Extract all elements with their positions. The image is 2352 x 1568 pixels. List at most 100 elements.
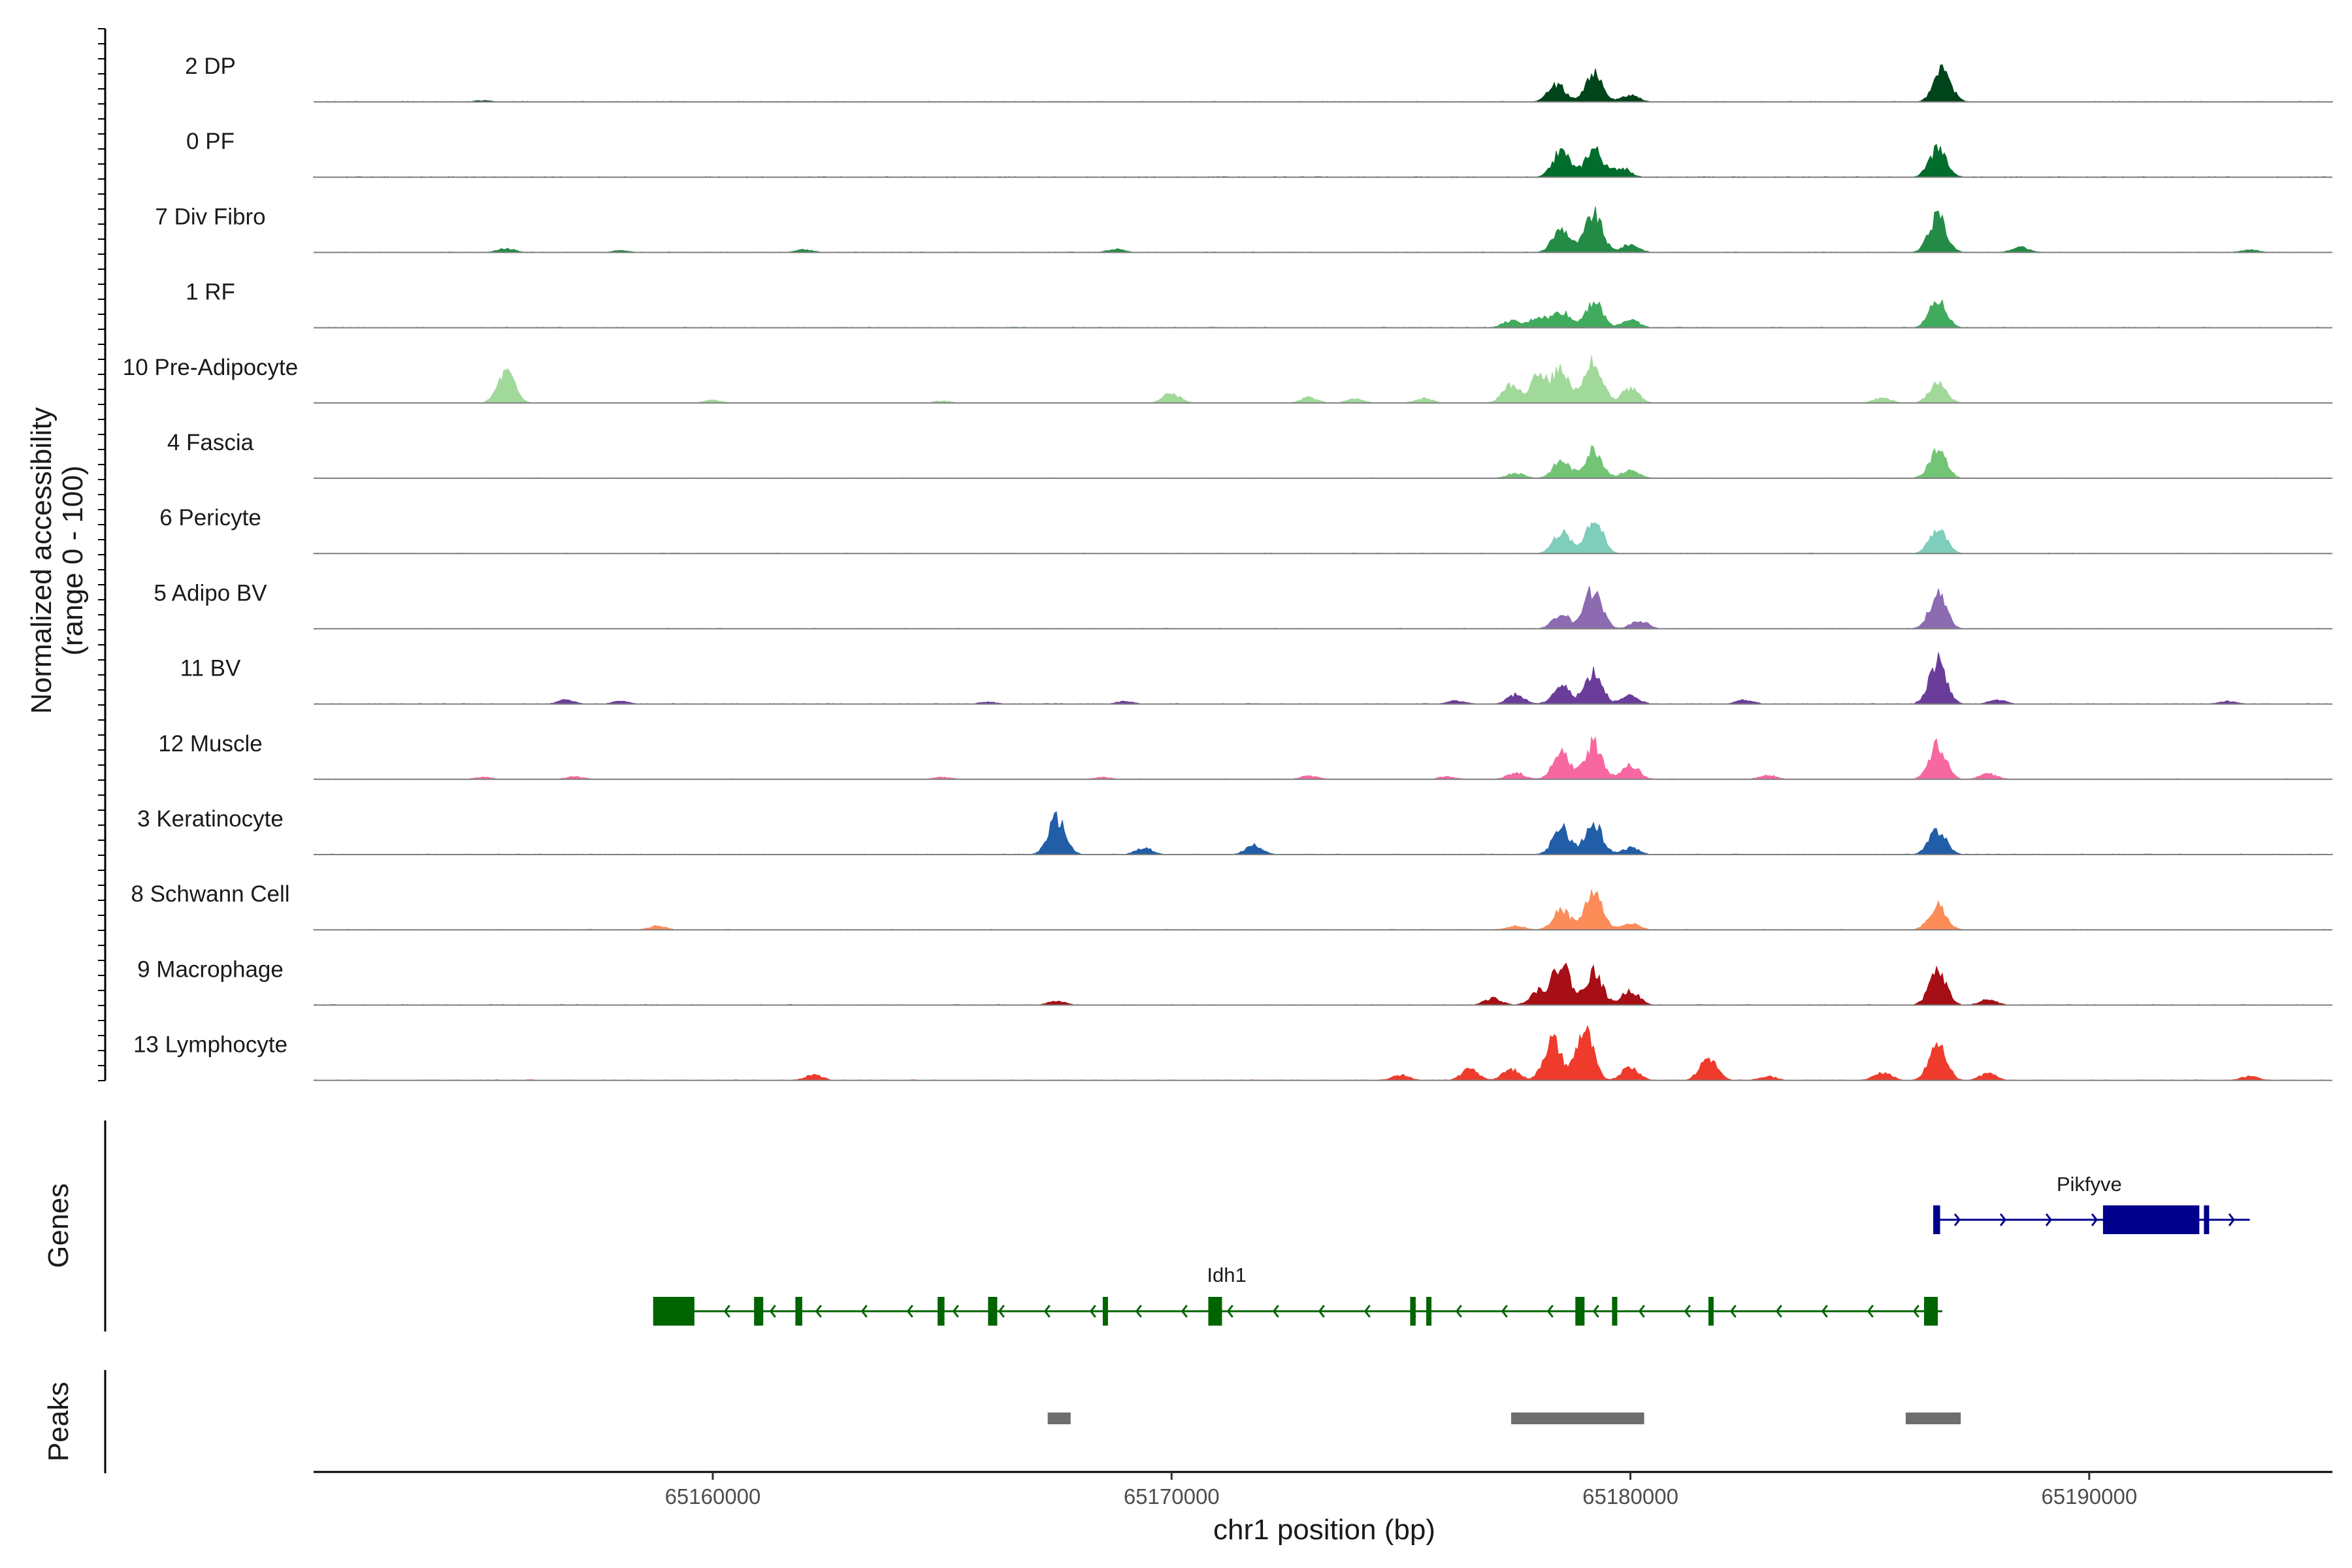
gene-exon <box>1410 1297 1416 1326</box>
track-4: 10 Pre-Adipocyte <box>123 355 2333 404</box>
strand-arrow <box>1226 1305 1233 1318</box>
strand-arrow <box>769 1305 776 1318</box>
gene-exon <box>1923 1297 1938 1326</box>
gene-exon <box>938 1297 945 1326</box>
track-label: 13 Lymphocyte <box>133 1032 287 1058</box>
gene-exon <box>653 1297 694 1326</box>
strand-arrow <box>1089 1305 1096 1318</box>
strand-arrow <box>998 1305 1005 1318</box>
gene-exon <box>1612 1297 1618 1326</box>
gene-exon <box>1102 1297 1108 1326</box>
strand-arrow <box>2091 1213 2098 1226</box>
strand-arrow <box>860 1305 868 1318</box>
gene-exon <box>2102 1205 2200 1234</box>
track-label: 10 Pre-Adipocyte <box>123 355 298 380</box>
x-tick-label: 65170000 <box>1124 1484 1220 1509</box>
strand-arrow <box>1684 1305 1691 1318</box>
track-9: 12 Muscle <box>158 731 2332 780</box>
track-signal <box>313 962 2332 1005</box>
gene-pikfyve: Pikfyve <box>1933 1173 2250 1234</box>
track-label: 7 Div Fibro <box>155 204 265 229</box>
track-signal <box>313 889 2332 930</box>
track-label: 4 Fascia <box>167 430 254 455</box>
track-1: 0 PF <box>186 129 2332 178</box>
track-signal <box>314 299 2332 329</box>
strand-arrow <box>1546 1305 1554 1318</box>
y-axis-title-second: (range 0 - 100) <box>57 465 89 655</box>
track-label: 6 Pericyte <box>159 505 261 531</box>
track-7: 5 Adipo BV <box>154 580 2332 630</box>
strand-arrow <box>1953 1213 1961 1226</box>
peak-region-0 <box>1047 1413 1071 1424</box>
strand-arrow <box>1638 1305 1645 1318</box>
track-label: 12 Muscle <box>158 731 263 757</box>
track-signal <box>314 586 2332 629</box>
strand-arrow <box>1043 1305 1051 1318</box>
track-label: 1 RF <box>186 280 235 305</box>
strand-arrow <box>1775 1305 1782 1318</box>
x-axis-title: chr1 position (bp) <box>1213 1514 1435 1546</box>
track-signal <box>314 811 2333 855</box>
track-0: 2 DP <box>185 54 2333 103</box>
gene-exon <box>988 1297 998 1326</box>
track-signal <box>313 1024 2332 1081</box>
gene-exon <box>2204 1205 2210 1234</box>
track-signal <box>314 445 2332 479</box>
track-label: 9 Macrophage <box>137 956 284 982</box>
strand-arrow <box>815 1305 822 1318</box>
strand-arrow <box>1592 1305 1599 1318</box>
x-axis-ticks: 65160000 65170000 65180000 65190000 <box>665 1472 2137 1509</box>
track-6: 6 Pericyte <box>159 505 2332 555</box>
gene-exon <box>1208 1297 1222 1326</box>
track-label: 11 BV <box>180 656 241 681</box>
peaks-panel <box>1047 1413 1961 1424</box>
x-tick-label: 65180000 <box>1582 1484 1678 1509</box>
track-signal <box>314 355 2333 404</box>
x-tick-label: 65190000 <box>2041 1484 2137 1509</box>
track-11: 8 Schwann Cell <box>131 881 2332 931</box>
track-label: 8 Schwann Cell <box>131 881 289 907</box>
track-3: 1 RF <box>186 280 2332 329</box>
gene-label: Pikfyve <box>2057 1173 2122 1196</box>
gene-label: Idh1 <box>1207 1264 1246 1286</box>
genes-panel: Pikfyve Idh1 <box>653 1173 2250 1326</box>
track-label: 5 Adipo BV <box>154 580 267 606</box>
accessibility-tracks: 2 DP 0 PF 7 Div Fibro 1 RF 10 Pre-Adipocyte 4… <box>123 54 2333 1081</box>
track-5: 4 Fascia <box>167 430 2332 479</box>
gene-exon <box>1575 1297 1585 1326</box>
strand-arrow <box>1729 1305 1737 1318</box>
track-signal <box>314 652 2332 705</box>
track-8: 11 BV <box>180 652 2332 705</box>
gene-exon <box>1426 1297 1432 1326</box>
y-axis-title-line1: Normalized accessibility <box>25 407 57 713</box>
track-label: 3 Keratinocyte <box>137 806 284 832</box>
strand-arrow <box>952 1305 959 1318</box>
track-signal <box>314 64 2333 103</box>
peaks-panel-title: Peaks <box>42 1382 74 1462</box>
strand-arrow <box>1135 1305 1142 1318</box>
genes-panel-title: Genes <box>42 1183 74 1268</box>
track-12: 9 Macrophage <box>137 956 2332 1006</box>
y-axis-rug <box>98 28 106 1081</box>
gene-exon <box>1933 1205 1940 1234</box>
track-label: 0 PF <box>186 129 235 154</box>
strand-arrow <box>1455 1305 1462 1318</box>
y-axis-title: Normalized accessibility <box>25 407 57 713</box>
strand-arrow <box>1999 1213 2006 1226</box>
track-13: 13 Lymphocyte <box>133 1024 2332 1081</box>
track-signal <box>314 736 2332 780</box>
gene-exon <box>795 1297 802 1326</box>
peak-region-2 <box>1905 1413 1961 1424</box>
track-signal <box>314 206 2332 253</box>
strand-arrow <box>1867 1305 1874 1318</box>
strand-arrow <box>1821 1305 1828 1318</box>
gene-exon <box>1708 1297 1714 1326</box>
strand-arrow <box>1318 1305 1325 1318</box>
track-signal <box>313 144 2332 178</box>
strand-arrow <box>1272 1305 1279 1318</box>
x-tick-label: 65160000 <box>665 1484 761 1509</box>
strand-arrow <box>2228 1213 2235 1226</box>
track-label: 2 DP <box>185 54 236 79</box>
track-signal <box>313 522 2332 554</box>
